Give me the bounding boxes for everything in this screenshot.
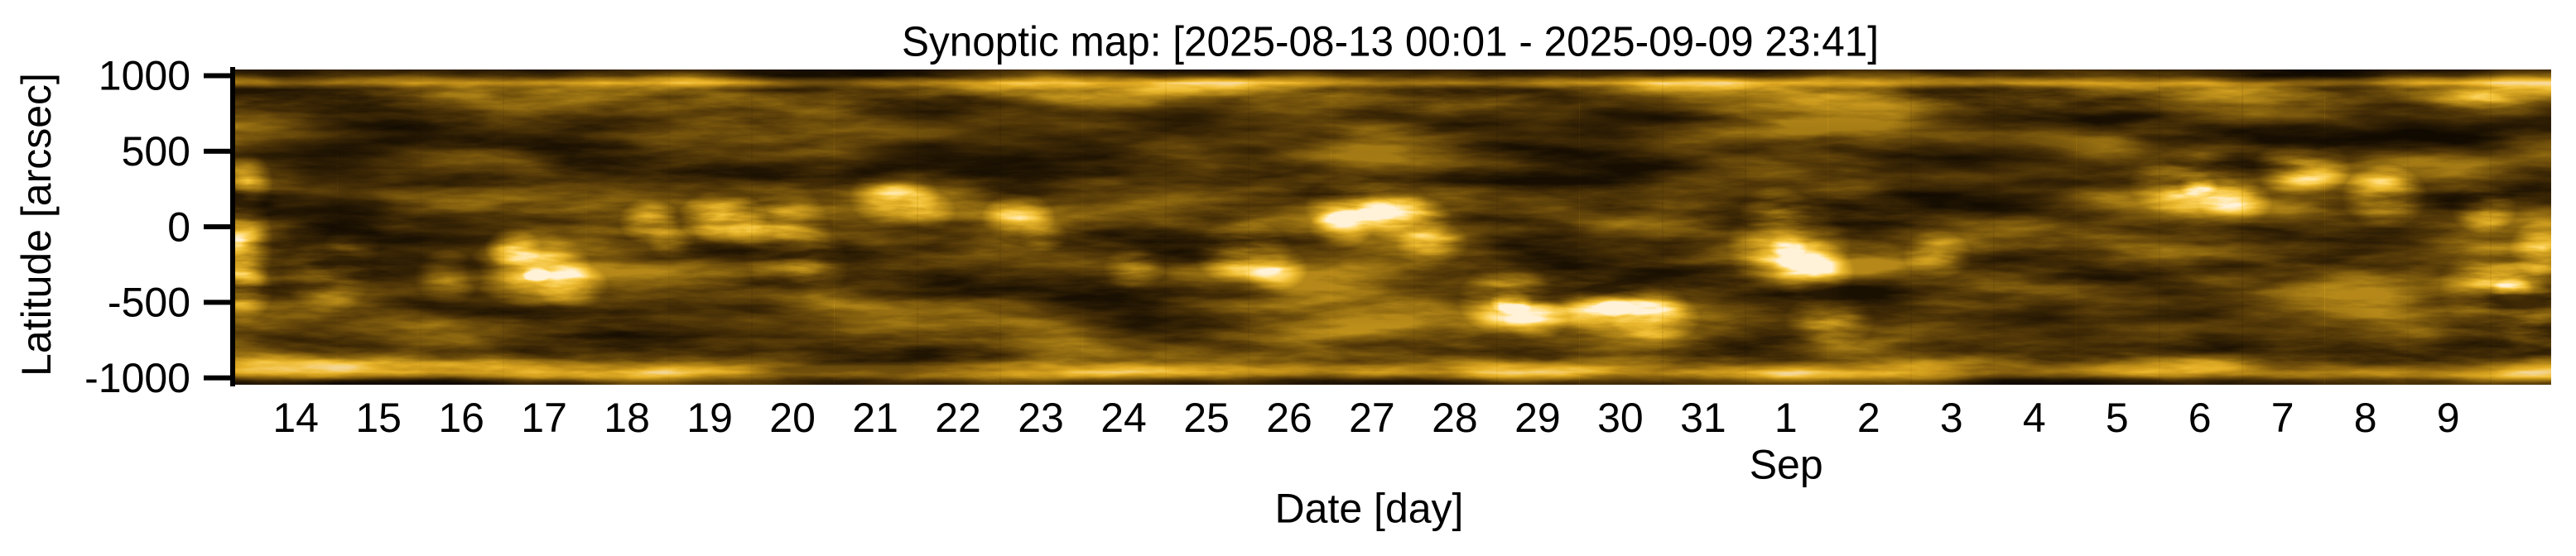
svg-text:24: 24	[1100, 395, 1147, 441]
svg-text:20: 20	[769, 395, 816, 441]
svg-text:4: 4	[2023, 395, 2046, 441]
svg-text:27: 27	[1349, 395, 1395, 441]
svg-text:21: 21	[852, 395, 898, 441]
svg-text:14: 14	[272, 395, 319, 441]
svg-text:29: 29	[1514, 395, 1561, 441]
svg-text:18: 18	[604, 395, 650, 441]
svg-text:17: 17	[521, 395, 567, 441]
svg-text:3: 3	[1940, 395, 1963, 441]
svg-text:5: 5	[2106, 395, 2129, 441]
svg-text:23: 23	[1018, 395, 1064, 441]
svg-text:Date [day]: Date [day]	[1275, 485, 1464, 531]
svg-text:31: 31	[1680, 395, 1726, 441]
svg-text:1: 1	[1774, 395, 1798, 441]
svg-text:Synoptic map: [2025-08-13 00:0: Synoptic map: [2025-08-13 00:01 - 2025-0…	[902, 18, 1879, 65]
svg-text:0: 0	[167, 204, 190, 250]
svg-text:22: 22	[935, 395, 981, 441]
svg-text:1000: 1000	[99, 53, 190, 99]
svg-text:19: 19	[686, 395, 733, 441]
svg-text:30: 30	[1597, 395, 1644, 441]
svg-text:8: 8	[2354, 395, 2377, 441]
svg-text:7: 7	[2271, 395, 2294, 441]
svg-text:Sep: Sep	[1750, 442, 1823, 488]
svg-text:500: 500	[122, 128, 190, 175]
svg-text:28: 28	[1432, 395, 1478, 441]
svg-text:25: 25	[1183, 395, 1230, 441]
svg-text:9: 9	[2437, 395, 2460, 441]
svg-text:2: 2	[1857, 395, 1880, 441]
svg-text:-1000: -1000	[84, 355, 190, 401]
svg-text:Latitude [arcsec]: Latitude [arcsec]	[13, 73, 60, 376]
svg-text:-500: -500	[108, 280, 190, 326]
svg-text:26: 26	[1266, 395, 1312, 441]
svg-text:15: 15	[355, 395, 402, 441]
svg-text:16: 16	[438, 395, 484, 441]
svg-text:6: 6	[2188, 395, 2212, 441]
